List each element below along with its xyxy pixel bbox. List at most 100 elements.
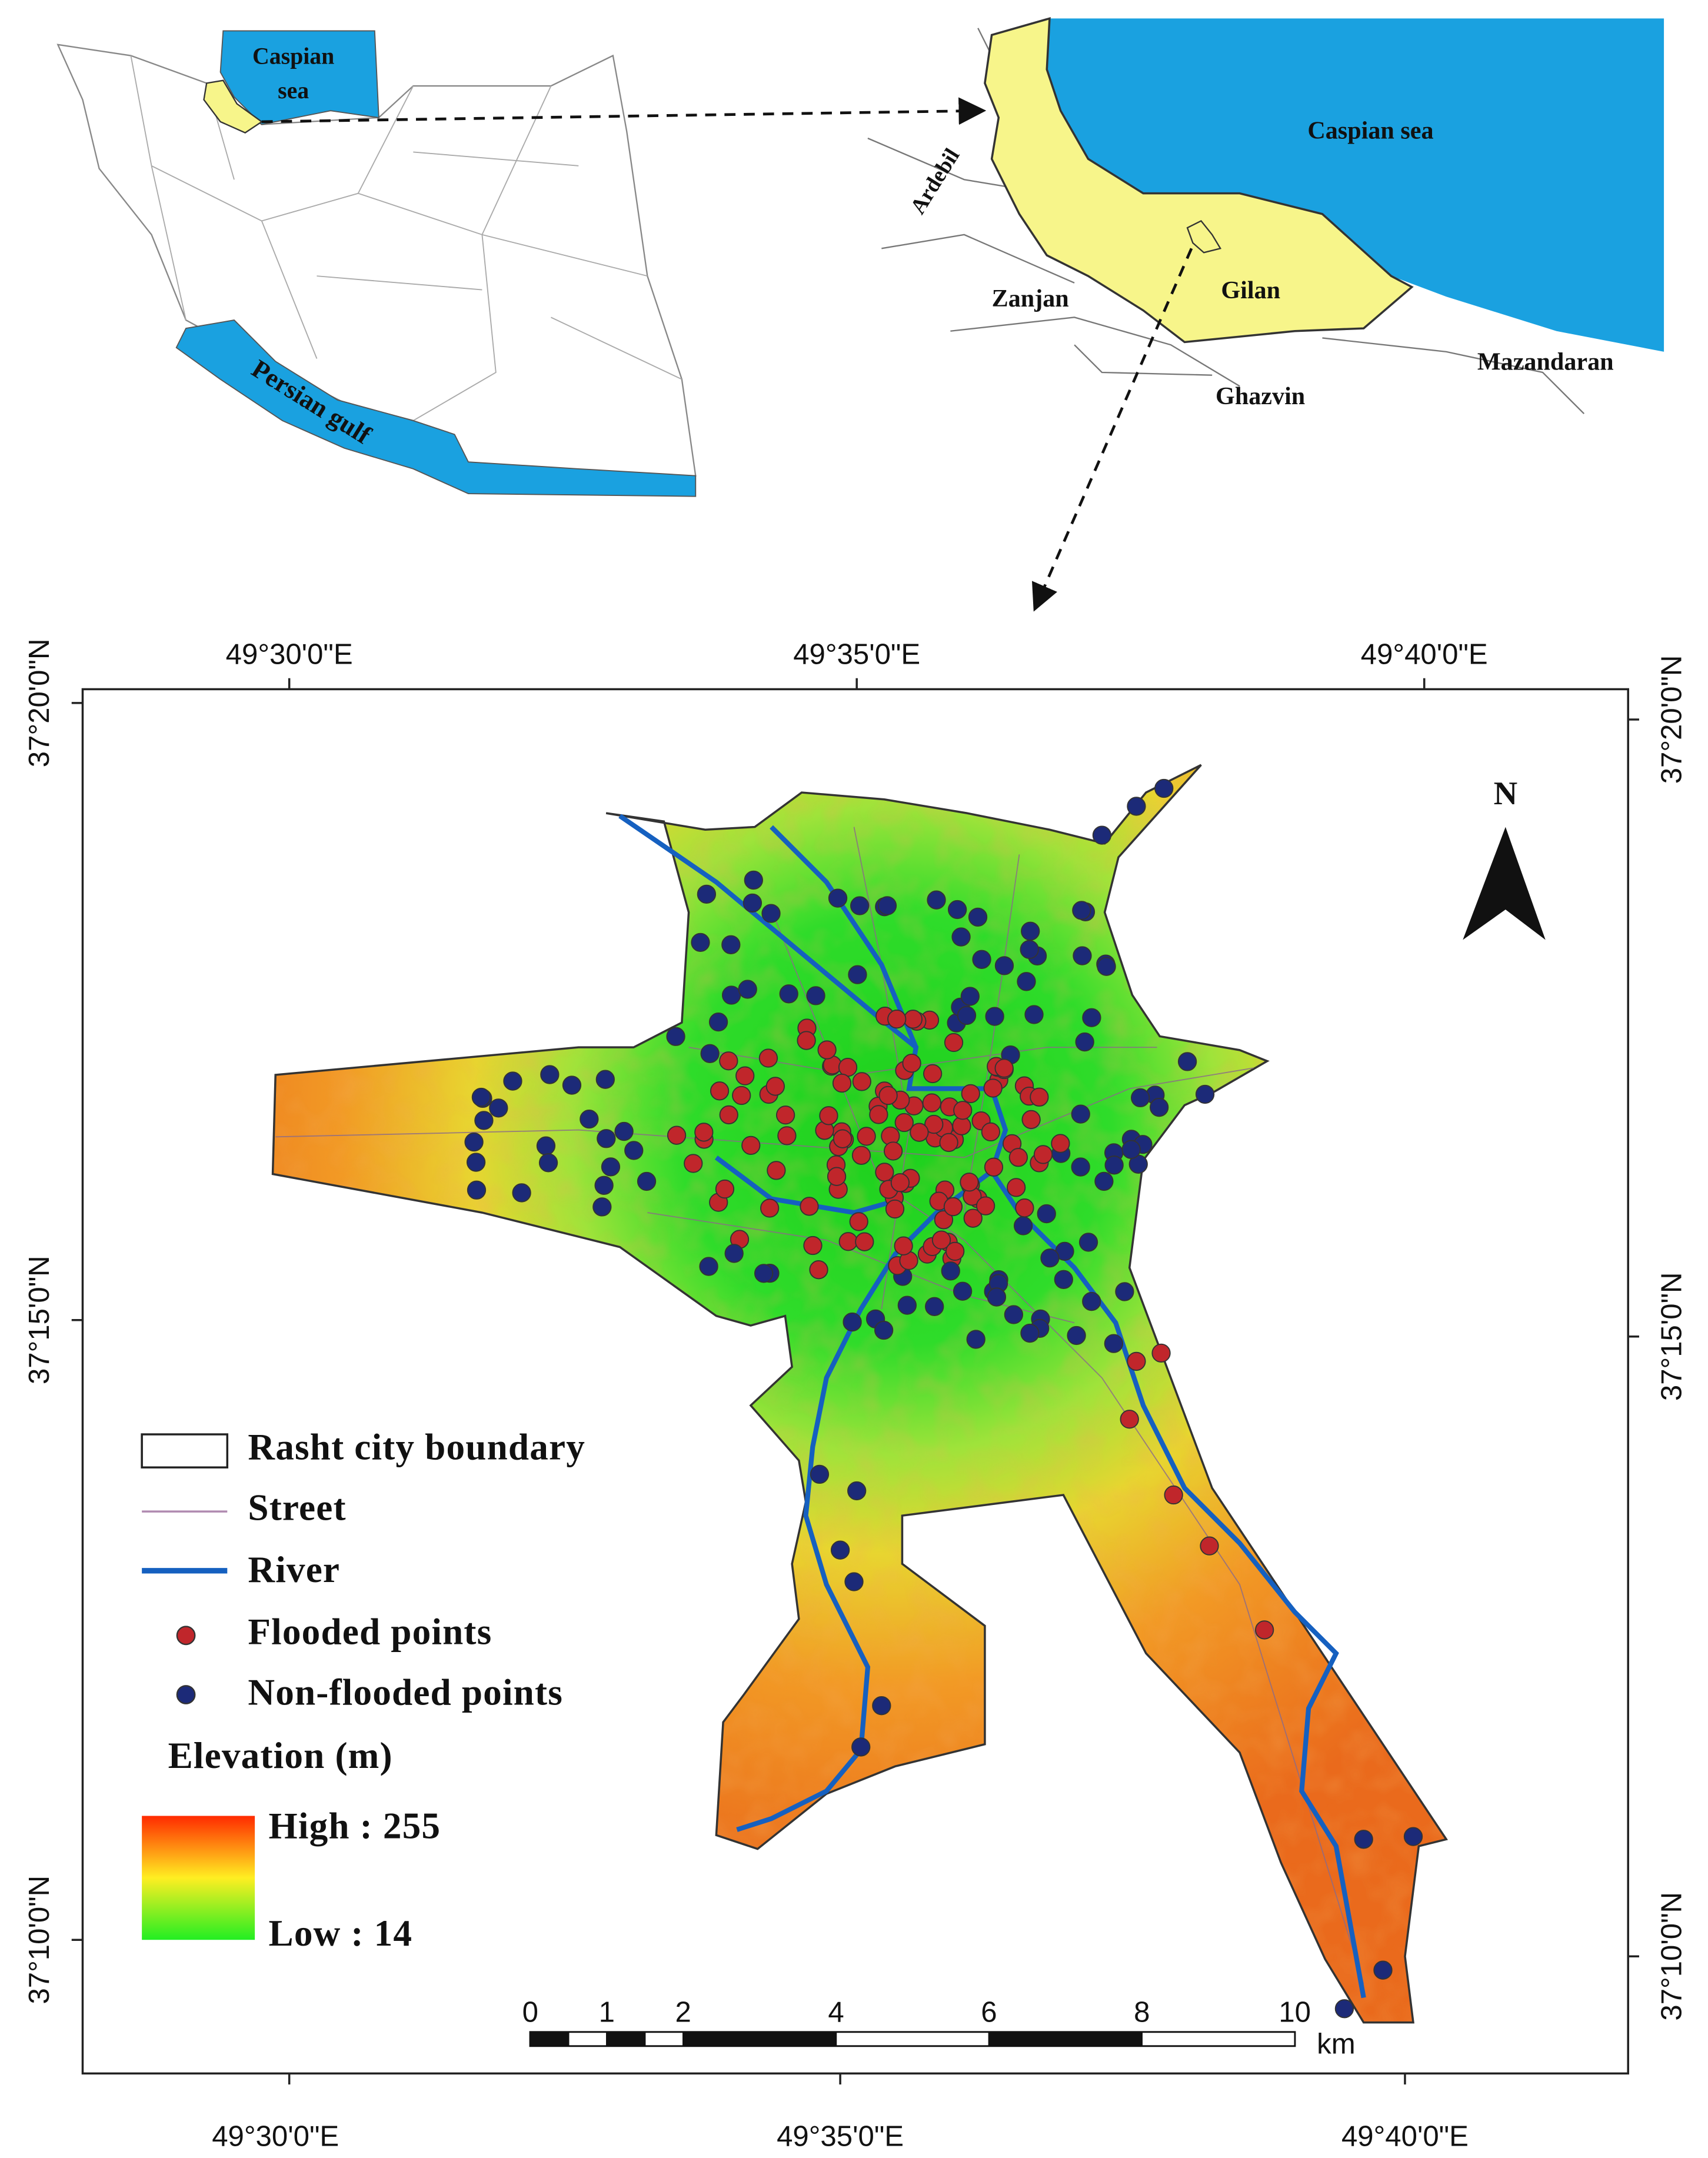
province-lines [130,55,682,421]
non-flooded-point [708,1012,728,1032]
legend-boundary-swatch [141,1433,229,1468]
flooded-point [902,1054,921,1073]
legend-label: River [248,1549,340,1590]
flooded-point [732,1085,751,1105]
non-flooded-point [464,1132,484,1152]
flooded-point [694,1123,714,1142]
non-flooded-point [1127,797,1146,816]
non-flooded-point [957,1005,977,1025]
flooded-point [667,1125,687,1145]
non-flooded-point [1078,1233,1098,1252]
non-flooded-point [1373,1960,1393,1980]
flooded-point [852,1072,871,1091]
non-flooded-point [699,1257,718,1276]
latitude-label: 37°15'0"N [23,1255,55,1384]
non-flooded-point [847,1481,867,1501]
legend-label: Flooded points [248,1611,492,1652]
scale-bar-label: 2 [675,1996,691,2029]
non-flooded-point [1082,1008,1101,1027]
non-flooded-point [594,1175,614,1195]
non-flooded-point [592,1197,612,1217]
non-flooded-point [489,1098,508,1118]
flooded-point [809,1260,828,1280]
flooded-point [924,1114,944,1134]
flooded-point [1255,1620,1274,1640]
flooded-point [890,1173,910,1193]
non-flooded-point [754,1264,774,1283]
scale-bar-label: 8 [1134,1996,1150,2029]
non-flooded-point [877,896,897,915]
flooded-point [944,1033,964,1053]
non-flooded-point [474,1111,494,1130]
elevation-low: Low : 14 [269,1913,413,1954]
flooded-point [903,1010,923,1029]
rivers [618,814,1366,1999]
non-flooded-point [471,1087,491,1107]
non-flooded-point [806,986,825,1005]
non-flooded-point [1013,1216,1033,1235]
non-flooded-point [1021,921,1040,941]
non-flooded-point [953,1281,973,1301]
longitude-label: 49°40'0"E [1341,2120,1469,2152]
latitude-label: 37°20'0"N [1655,655,1687,784]
non-flooded-point [1040,1248,1060,1268]
non-flooded-point [614,1121,634,1141]
non-flooded-point [968,907,988,927]
longitude-label: 49°30'0"E [226,638,353,670]
flooded-point [887,1010,907,1029]
non-flooded-point [743,893,763,913]
flooded-point [1030,1087,1049,1107]
scale-bar-segment [568,2031,608,2047]
non-flooded-point [1403,1827,1423,1846]
non-flooded-point [744,870,763,890]
non-flooded-point [721,935,741,954]
flooded-point [797,1031,816,1050]
flooded-point [758,1048,778,1068]
non-flooded-point [1020,1323,1040,1343]
non-flooded-point [1195,1084,1215,1104]
latitude-label: 37°10'0"N [23,1876,55,2004]
non-flooded-point [466,1153,486,1172]
non-flooded-point [1017,972,1036,991]
non-flooded-point [597,1129,616,1148]
flooded-point [983,1078,1003,1098]
inset-gilan [984,16,1414,344]
latitude-label: 37°10'0"N [1655,1892,1687,2021]
flooded-point [1051,1134,1070,1153]
non-flooded-point [972,950,991,969]
flooded-point [981,1122,1000,1142]
legend-label: Rasht city boundary [248,1427,585,1468]
non-flooded-point [666,1027,685,1046]
flooded-point [939,1133,958,1153]
legend-nonflooded-swatch [176,1685,196,1704]
longitude-label: 49°35'0"E [777,2120,904,2152]
scale-bar-segment [530,2031,570,2047]
flooded-point [894,1113,914,1133]
scale-bar-segment [644,2031,684,2047]
sample-points [464,778,1423,2019]
flooded-point [963,1208,983,1228]
non-flooded-point [810,1464,830,1484]
flooded-point [1008,1148,1028,1167]
non-flooded-point [512,1183,531,1203]
flooded-point [961,1084,980,1104]
flooded-point [975,1196,995,1215]
non-flooded-point [987,1287,1007,1307]
non-flooded-point [761,904,781,923]
scale-bar-segment [606,2031,646,2047]
non-flooded-point [848,965,867,984]
flooded-point [1164,1485,1183,1505]
elevation-colorbar [142,1816,255,1940]
flooded-point [857,1127,876,1146]
flooded-point [943,1197,963,1217]
flooded-point [803,1235,823,1255]
non-flooded-point [850,896,870,915]
non-flooded-point [700,1044,720,1063]
flooded-point [719,1051,738,1071]
scale-bar-label: 1 [599,1996,615,2029]
longitude-label: 49°35'0"E [793,638,920,670]
flooded-point [1021,1110,1041,1130]
non-flooded-point [724,1244,744,1263]
non-flooded-point [1054,1270,1073,1289]
